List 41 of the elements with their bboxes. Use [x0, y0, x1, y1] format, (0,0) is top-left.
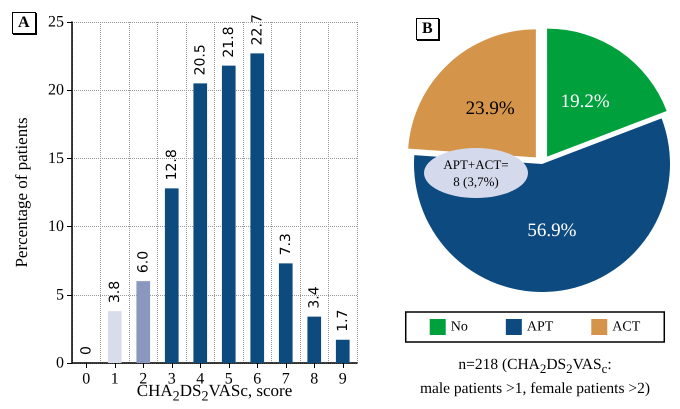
- legend-label: APT: [526, 320, 554, 334]
- x-tick-label: 0: [82, 370, 90, 388]
- bar: [222, 66, 236, 363]
- bar: [250, 53, 264, 363]
- y-tick-label: 10: [48, 218, 64, 236]
- text: n=218 (CHA$_{2}$DS$_{2}$VAS$_{c}$: male patients >1, female patients >2): [418, 355, 652, 400]
- y-tick-label: 20: [48, 82, 64, 99]
- data-label: 19.2%: [560, 90, 610, 112]
- data-label: 21.8: [220, 26, 237, 58]
- data-label: 3.8: [106, 280, 123, 304]
- y-tick-label: 0: [56, 354, 64, 372]
- data-label: 12.8: [164, 149, 180, 180]
- data-label: 1.7: [334, 310, 351, 332]
- x-tick-label: 8: [310, 370, 318, 388]
- bar: [278, 263, 293, 363]
- data-label: 7.3: [278, 233, 294, 256]
- x-tick-label: 7: [282, 370, 290, 388]
- data-label: 23.9%: [466, 98, 515, 119]
- data-label: 6.0: [135, 250, 152, 274]
- bar: [336, 340, 350, 363]
- data-label: 20.5: [192, 44, 208, 76]
- legend-label: No: [450, 320, 468, 334]
- chart-title: A: [12, 12, 36, 34]
- y-tick-label: 15: [48, 150, 64, 167]
- y-tick-label: 5: [56, 286, 64, 304]
- bar: [136, 281, 150, 363]
- bar: [108, 311, 122, 363]
- y-axis-title: Percentage of patients: [12, 117, 31, 268]
- data-label: 3.4: [306, 286, 322, 309]
- bar: [307, 316, 322, 363]
- data-label: 0: [78, 346, 94, 355]
- bar: [164, 188, 179, 363]
- legend-label: ACT: [612, 320, 641, 334]
- data-label: 22.7: [249, 14, 266, 46]
- data-label: 56.9%: [527, 220, 577, 241]
- chart-title: B: [416, 18, 439, 40]
- x-tick-label: 1: [110, 370, 119, 388]
- bar: [193, 83, 208, 363]
- y-tick-label: 25: [48, 14, 64, 30]
- x-tick-label: 9: [338, 370, 347, 388]
- x-tick-label: 6: [253, 370, 262, 388]
